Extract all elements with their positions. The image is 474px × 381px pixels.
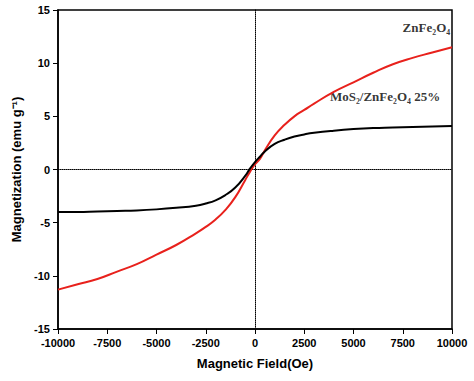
svg-text:Magnetic Field(Oe): Magnetic Field(Oe) (197, 356, 313, 371)
svg-text:-15: -15 (34, 323, 50, 335)
svg-text:0: 0 (44, 164, 50, 176)
svg-text:5000: 5000 (341, 337, 365, 349)
svg-text:-5: -5 (40, 217, 50, 229)
svg-text:-10000: -10000 (41, 337, 75, 349)
svg-text:10000: 10000 (437, 337, 468, 349)
svg-text:0: 0 (252, 337, 258, 349)
svg-text:15: 15 (38, 4, 50, 16)
svg-text:-5000: -5000 (142, 337, 170, 349)
svg-text:5: 5 (44, 110, 50, 122)
svg-text:Magnetization (emu g⁻¹): Magnetization (emu g⁻¹) (9, 97, 24, 243)
svg-text:-7500: -7500 (93, 337, 121, 349)
svg-text:7500: 7500 (391, 337, 415, 349)
svg-text:2500: 2500 (292, 337, 316, 349)
svg-text:10: 10 (38, 57, 50, 69)
svg-text:MoS₂/ZnFe₂O₄ 25%: MoS₂/ZnFe₂O₄ 25% (330, 89, 440, 104)
svg-text:-10: -10 (34, 270, 50, 282)
svg-text:-2500: -2500 (192, 337, 220, 349)
svg-text:ZnFe₂O₄: ZnFe₂O₄ (403, 20, 451, 35)
